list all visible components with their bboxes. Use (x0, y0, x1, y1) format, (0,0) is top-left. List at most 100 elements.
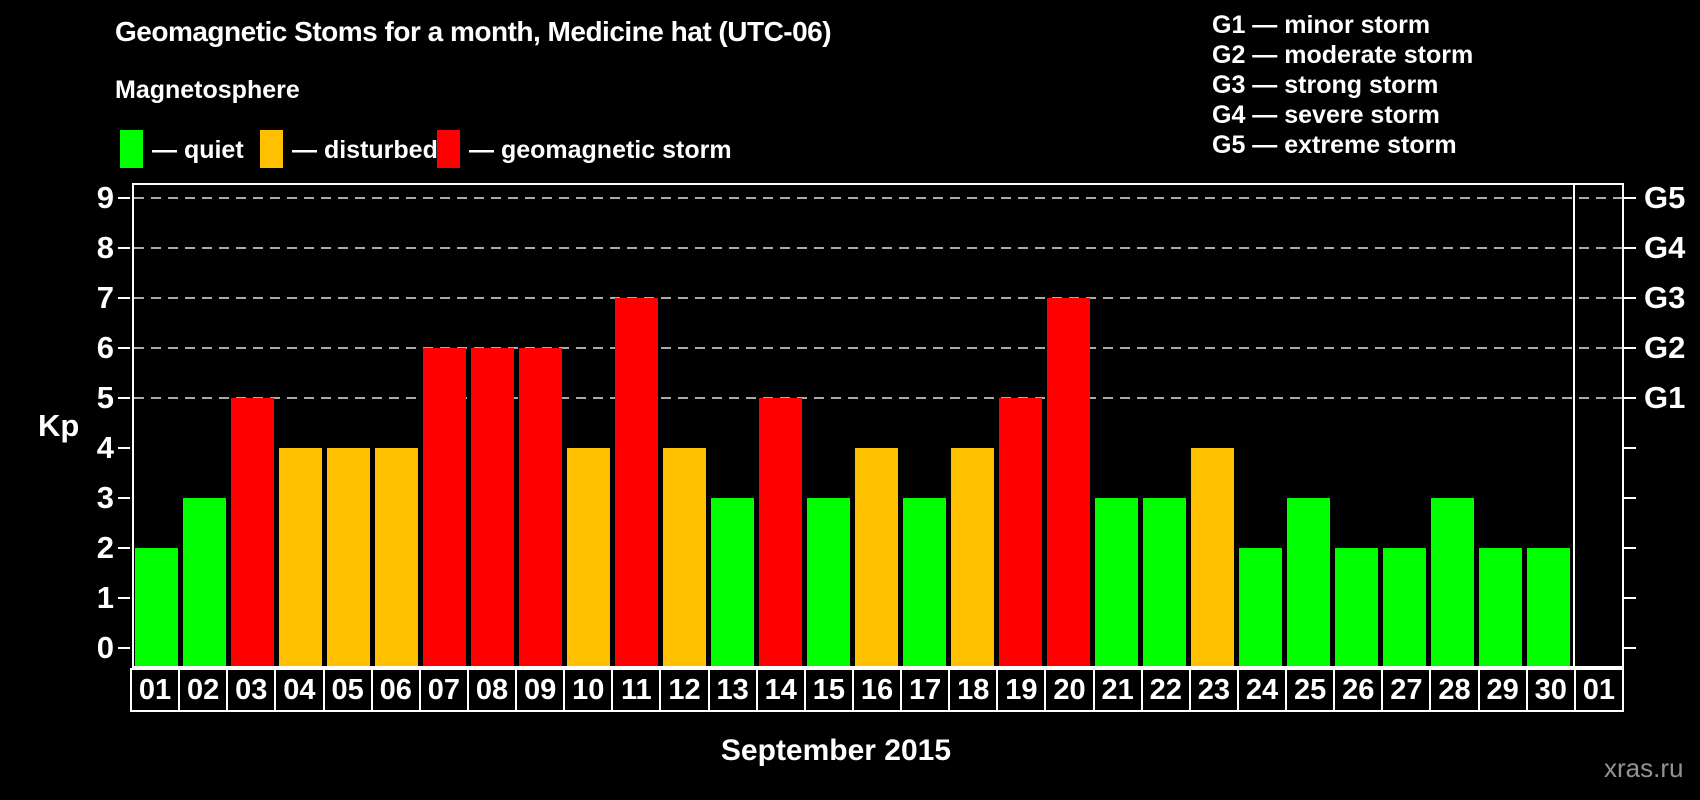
y-tick-label-3: 3 (96, 480, 114, 515)
y-tick-label-1: 1 (96, 580, 114, 615)
day-cell-13: 13 (707, 668, 758, 712)
gridline-kp9 (134, 197, 1622, 199)
g-axis-label-G1: G1 (1644, 380, 1686, 415)
legend-swatch-disturbed (260, 130, 283, 168)
bar-day-10 (567, 448, 610, 666)
g-axis-label-G2: G2 (1644, 330, 1686, 365)
bar-day-25 (1287, 498, 1330, 666)
bar-day-20 (1047, 298, 1090, 666)
y-tick-label-5: 5 (96, 380, 114, 415)
y-axis-tick-left (118, 397, 130, 399)
y-tick-label-2: 2 (96, 530, 114, 565)
day-cell-26: 26 (1333, 668, 1384, 712)
y-axis-label: Kp (38, 408, 80, 443)
month-separator-line (1573, 185, 1575, 666)
bar-day-28 (1431, 498, 1474, 666)
g-axis-label-G5: G5 (1644, 180, 1686, 215)
y-tick-label-7: 7 (96, 280, 114, 315)
day-cell-30: 30 (1525, 668, 1576, 712)
day-cell-01: 01 (130, 668, 181, 712)
bar-day-26 (1335, 548, 1378, 666)
day-cell-17: 17 (900, 668, 951, 712)
day-cell-18: 18 (948, 668, 999, 712)
bar-day-02 (183, 498, 226, 666)
legend-label-quiet: — quiet (152, 136, 244, 164)
y-axis-tick-right (1624, 347, 1636, 349)
bar-day-22 (1143, 498, 1186, 666)
y-axis-tick-left (118, 447, 130, 449)
day-cell-04: 04 (274, 668, 325, 712)
day-cell-25: 25 (1285, 668, 1336, 712)
y-axis-tick-left (118, 347, 130, 349)
day-cell-05: 05 (322, 668, 373, 712)
day-cell-28: 28 (1429, 668, 1480, 712)
bar-day-18 (951, 448, 994, 666)
day-cell-19: 19 (996, 668, 1047, 712)
y-axis-tick-right (1624, 497, 1636, 499)
day-cell-10: 10 (563, 668, 614, 712)
gridline-kp6 (134, 347, 1622, 349)
bar-day-11 (615, 298, 658, 666)
day-cell-09: 09 (515, 668, 566, 712)
gridline-kp5 (134, 397, 1622, 399)
day-cell-14: 14 (755, 668, 806, 712)
y-axis-tick-right (1624, 397, 1636, 399)
bar-day-05 (327, 448, 370, 666)
g-legend-line: G5 — extreme storm (1212, 131, 1457, 159)
y-tick-label-9: 9 (96, 180, 114, 215)
bar-day-12 (663, 448, 706, 666)
bar-day-01 (135, 548, 178, 666)
day-cell-12: 12 (659, 668, 710, 712)
bar-day-14 (759, 398, 802, 666)
bar-day-08 (471, 348, 514, 666)
bar-day-13 (711, 498, 754, 666)
y-axis-tick-left (118, 647, 130, 649)
day-cell-21: 21 (1092, 668, 1143, 712)
day-cell-23: 23 (1188, 668, 1239, 712)
x-axis-title: September 2015 (720, 734, 952, 767)
day-cell-11: 11 (611, 668, 662, 712)
bar-day-27 (1383, 548, 1426, 666)
y-axis-tick-right (1624, 297, 1636, 299)
legend-label-disturbed: — disturbed (292, 136, 438, 164)
chart-plot-area (132, 183, 1624, 668)
bar-day-16 (855, 448, 898, 666)
bar-day-06 (375, 448, 418, 666)
bar-day-15 (807, 498, 850, 666)
day-cell-15: 15 (803, 668, 854, 712)
y-tick-label-8: 8 (96, 230, 114, 265)
y-tick-label-4: 4 (96, 430, 114, 465)
day-cell-03: 03 (226, 668, 277, 712)
y-axis-tick-left (118, 597, 130, 599)
g-legend-line: G2 — moderate storm (1212, 41, 1474, 69)
bar-day-30 (1527, 548, 1570, 666)
legend-swatch-storm (437, 130, 460, 168)
gridline-kp7 (134, 297, 1622, 299)
gridline-kp8 (134, 247, 1622, 249)
bar-day-03 (231, 398, 274, 666)
day-cell-01-next-month: 01 (1573, 668, 1624, 712)
y-axis-tick-right (1624, 247, 1636, 249)
legend-label-storm: — geomagnetic storm (469, 136, 732, 164)
y-axis-tick-right (1624, 647, 1636, 649)
magnetosphere-legend-title: Magnetosphere (115, 76, 300, 104)
y-axis-tick-right (1624, 547, 1636, 549)
day-cell-29: 29 (1477, 668, 1528, 712)
bar-day-24 (1239, 548, 1282, 666)
y-axis-tick-left (118, 497, 130, 499)
bar-day-29 (1479, 548, 1522, 666)
y-axis-tick-left (118, 197, 130, 199)
day-cell-22: 22 (1140, 668, 1191, 712)
day-cell-08: 08 (466, 668, 518, 712)
bar-day-09 (519, 348, 562, 666)
bar-day-19 (999, 398, 1042, 666)
bar-day-17 (903, 498, 946, 666)
day-cell-24: 24 (1236, 668, 1288, 712)
g-axis-label-G4: G4 (1644, 230, 1686, 265)
bar-day-23 (1191, 448, 1234, 666)
day-cell-02: 02 (178, 668, 229, 712)
y-axis-tick-right (1624, 597, 1636, 599)
g-legend-line: G1 — minor storm (1212, 11, 1431, 39)
g-legend-line: G3 — strong storm (1212, 71, 1439, 99)
